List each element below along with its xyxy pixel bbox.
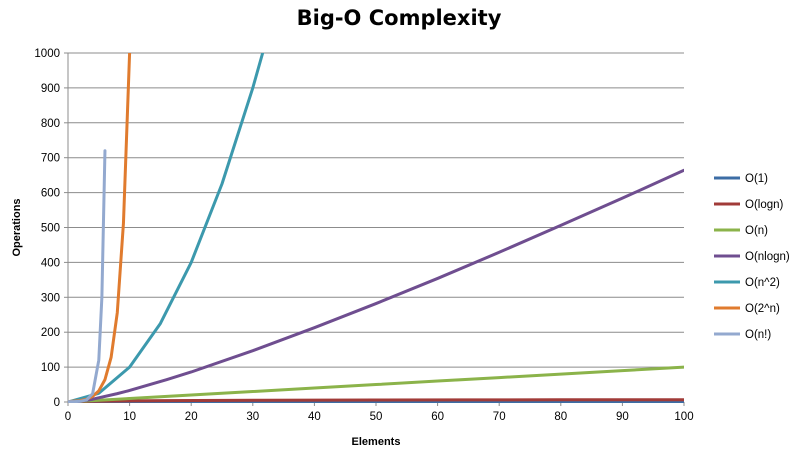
y-tick-label: 1000 — [34, 48, 60, 60]
y-tick-label: 600 — [41, 188, 60, 200]
legend-label-o-nlogn: O(nlogn) — [745, 251, 790, 263]
y-tick-label: 100 — [41, 362, 60, 374]
legend-label-o-1: O(1) — [745, 173, 768, 185]
legend-label-o-logn: O(logn) — [745, 199, 784, 211]
y-tick-label: 700 — [41, 153, 60, 165]
series-line-o-n-2 — [68, 53, 265, 403]
x-tick-label: 10 — [123, 411, 136, 423]
chart-title: Big-O Complexity — [296, 6, 502, 30]
x-tick-label: 30 — [246, 411, 259, 423]
legend-label-o-n: O(n!) — [745, 329, 771, 341]
x-tick-label: 90 — [616, 411, 629, 423]
x-tick-label: 50 — [370, 411, 383, 423]
y-tick-label: 800 — [41, 118, 60, 130]
y-tick-label: 200 — [41, 327, 60, 339]
y-tick-label: 500 — [41, 223, 60, 235]
x-tick-label: 60 — [431, 411, 444, 423]
x-tick-label: 80 — [554, 411, 567, 423]
legend-label-o-2-n: O(2^n) — [745, 303, 780, 315]
y-tick-label: 400 — [41, 257, 60, 269]
x-tick-label: 20 — [185, 411, 198, 423]
y-axis-title: Operations — [11, 198, 23, 256]
x-tick-label: 0 — [65, 411, 71, 423]
y-tick-label: 300 — [41, 292, 60, 304]
x-tick-label: 100 — [674, 411, 693, 423]
y-tick-label: 900 — [41, 83, 60, 95]
y-tick-label: 0 — [54, 397, 60, 409]
x-axis-title: Elements — [352, 436, 401, 448]
x-tick-label: 40 — [308, 411, 321, 423]
legend-label-o-n: O(n) — [745, 225, 768, 237]
series-line-o-nlogn — [72, 168, 684, 403]
series-line-o-n — [68, 149, 107, 403]
x-tick-label: 70 — [493, 411, 506, 423]
legend-label-o-n-2: O(n^2) — [745, 277, 780, 289]
series-line-o-n — [68, 365, 684, 403]
